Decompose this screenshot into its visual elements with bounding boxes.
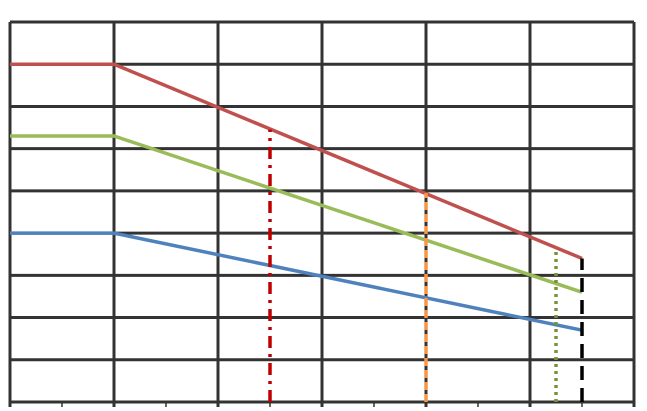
series-line [10, 134, 583, 294]
series-line [10, 231, 583, 332]
series-line [10, 62, 583, 261]
